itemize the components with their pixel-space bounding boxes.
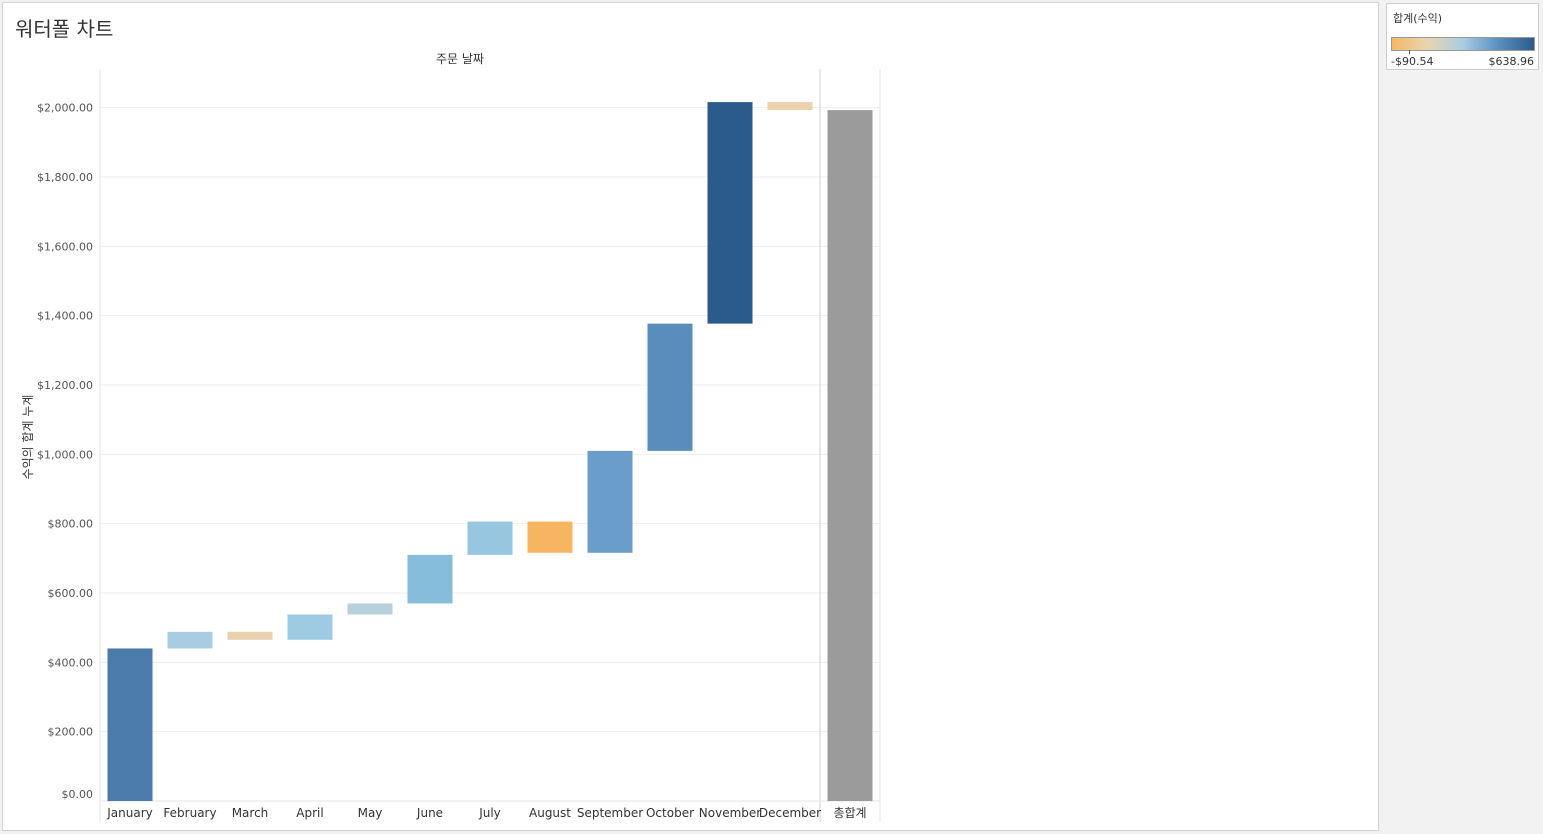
waterfall-bar (707, 102, 753, 324)
waterfall-bar (647, 323, 693, 451)
x-tick-label: September (577, 806, 643, 820)
y-tick-label: $600.00 (48, 587, 94, 600)
y-tick-label: $1,800.00 (37, 171, 93, 184)
legend-min-label: -$90.54 (1391, 55, 1434, 68)
y-tick-label: $800.00 (48, 518, 94, 531)
waterfall-bar (107, 648, 153, 801)
x-tick-label: December (759, 806, 821, 820)
legend-gradient-bar (1391, 37, 1535, 51)
x-tick-label: January (106, 806, 153, 820)
waterfall-bar (587, 450, 633, 553)
y-tick-label: $1,200.00 (37, 379, 93, 392)
waterfall-bar (227, 631, 273, 640)
waterfall-bar (287, 614, 333, 640)
right-panel (1381, 0, 1543, 834)
legend-max-label: $638.96 (1488, 55, 1535, 68)
waterfall-chart: $0.00 $200.00 $400.00 $600.00 $800.00 $1,000.… (21, 52, 881, 822)
column-header: 주문 날짜 (436, 52, 484, 66)
x-tick-label: October (646, 806, 694, 820)
x-tick-label: June (416, 806, 443, 820)
grand-total-bar (827, 110, 873, 802)
y-tick-label: $1,600.00 (37, 240, 93, 253)
y-tick-label: $0.00 (62, 788, 94, 801)
x-tick-label: March (232, 806, 269, 820)
x-tick-label: April (296, 806, 323, 820)
waterfall-bar (527, 521, 573, 553)
y-tick-label: $1,000.00 (37, 448, 93, 461)
x-tick-label: August (529, 806, 571, 820)
legend-title: 합계(수익) (1393, 12, 1443, 25)
waterfall-bar (467, 521, 513, 555)
x-tick-label: November (699, 806, 761, 820)
y-tick-label: $2,000.00 (37, 102, 93, 115)
waterfall-bar (767, 102, 813, 111)
waterfall-bar (347, 603, 393, 615)
waterfall-bar (407, 554, 453, 604)
x-tick-label: February (163, 806, 216, 820)
color-legend[interactable]: 합계(수익) -$90.54 $638.96 (1386, 3, 1539, 70)
x-tick-label: May (358, 806, 383, 820)
y-tick-label: $400.00 (48, 656, 94, 669)
waterfall-bar (167, 631, 213, 649)
legend-zero-tick (1409, 50, 1410, 54)
y-tick-label: $1,400.00 (37, 310, 93, 323)
chart-title: 워터폴 차트 (15, 17, 114, 41)
x-tick-label: July (478, 806, 501, 820)
grand-total-label: 총합계 (833, 806, 866, 820)
y-axis-label: 수익의 합계 누계 (21, 395, 35, 480)
y-tick-label: $200.00 (48, 726, 94, 739)
